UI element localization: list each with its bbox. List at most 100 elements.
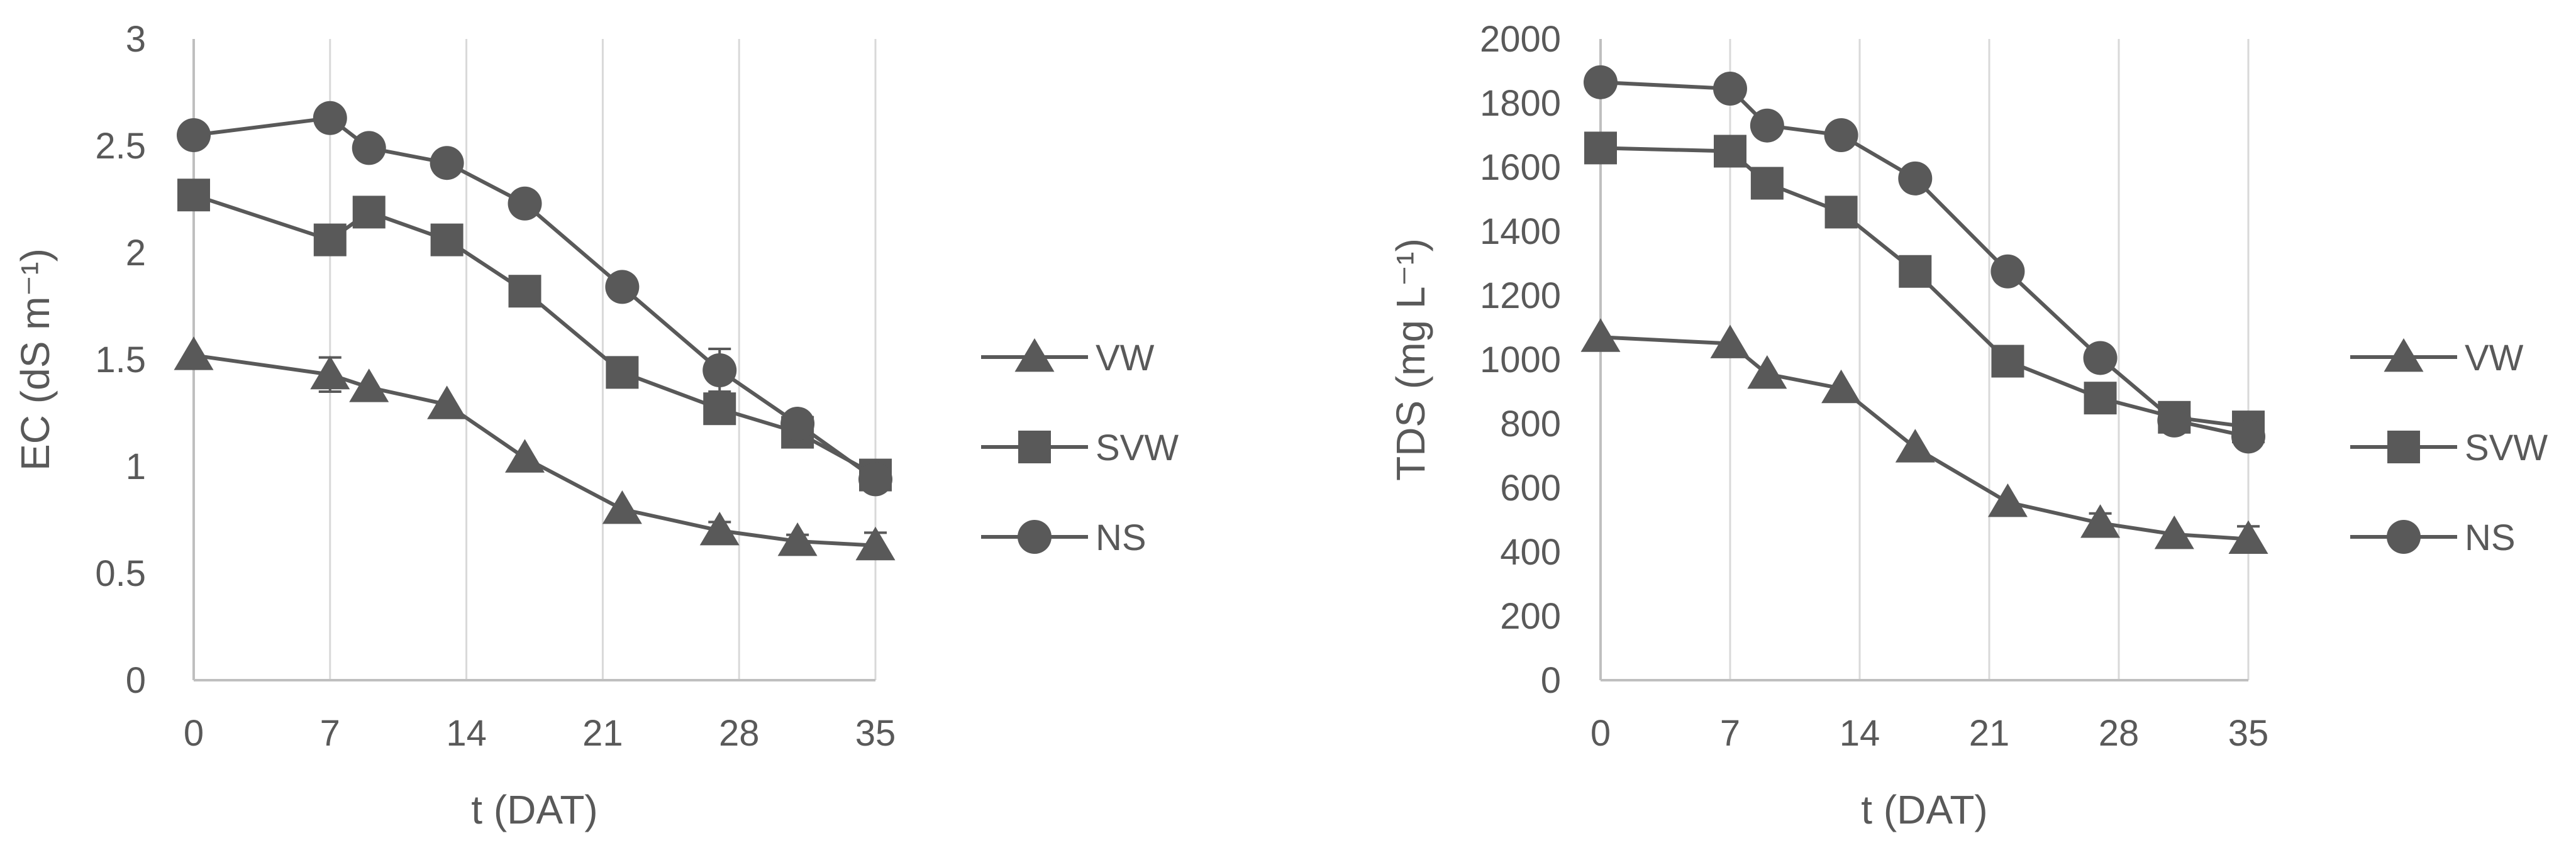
legend-marker-ns xyxy=(2387,520,2421,554)
data-point-svw xyxy=(2084,382,2117,415)
x-tick-label: 35 xyxy=(2228,713,2269,754)
data-point-svw xyxy=(313,223,347,256)
chart-ec: 0 0.5 1 1.5 2 2.5 3 0 7 14 21 28 35 t (DAT) EC (dS m⁻¹… xyxy=(13,19,1179,832)
data-point-svw xyxy=(1750,167,1784,200)
y-tick-label: 1 xyxy=(126,446,146,487)
legend-label: VW xyxy=(2465,338,2524,378)
data-point-ns xyxy=(2157,403,2192,438)
data-point-ns xyxy=(177,118,211,152)
y-tick-label: 800 xyxy=(1500,404,1561,444)
series-vw xyxy=(1580,318,2268,554)
y-tick-label: 0.5 xyxy=(95,553,146,594)
x-tick-label: 21 xyxy=(1969,713,2010,754)
series-ns xyxy=(177,101,892,497)
data-point-ns xyxy=(1584,65,1618,99)
x-tick-label: 28 xyxy=(719,713,760,754)
y-tick-label: 1600 xyxy=(1480,147,1561,188)
legend-label: VW xyxy=(1096,338,1155,378)
y-tick-label: 400 xyxy=(1500,532,1561,573)
series-svw xyxy=(177,179,892,492)
y-axis-title: EC (dS m⁻¹) xyxy=(13,248,58,471)
legend-label: NS xyxy=(1096,517,1146,558)
data-point-vw xyxy=(427,385,467,419)
legend-label: SVW xyxy=(2465,427,2548,468)
y-tick-label: 2 xyxy=(126,233,146,273)
y-tick-label: 600 xyxy=(1500,468,1561,509)
data-point-vw xyxy=(1895,429,1935,463)
data-point-ns xyxy=(430,146,464,180)
legend-entry-ns: NS xyxy=(2350,517,2516,558)
data-point-vw xyxy=(1821,369,1862,404)
data-point-ns xyxy=(508,186,542,221)
series-line-svw xyxy=(193,193,877,477)
data-point-vw xyxy=(505,439,545,473)
data-point-ns xyxy=(2231,419,2265,454)
data-point-ns xyxy=(1990,254,2025,289)
x-tick-label: 21 xyxy=(582,713,623,754)
data-point-ns xyxy=(1898,161,1933,196)
data-point-ns xyxy=(702,353,737,387)
y-tick-label: 2.5 xyxy=(95,126,146,167)
legend-marker-ns xyxy=(1018,520,1052,554)
data-point-svw xyxy=(703,392,736,426)
y-tick-label: 1000 xyxy=(1480,339,1561,380)
y-tick-label: 0 xyxy=(1541,660,1561,701)
x-tick-label: 35 xyxy=(855,713,896,754)
data-point-svw xyxy=(1899,255,1932,288)
data-point-vw xyxy=(2228,520,2268,554)
y-tick-label: 3 xyxy=(126,19,146,60)
data-point-ns xyxy=(780,407,815,441)
legend-marker-svw xyxy=(1018,431,1051,463)
series-line-vw xyxy=(193,353,876,548)
x-axis-title: t (DAT) xyxy=(1861,787,1987,832)
data-point-vw xyxy=(310,355,350,390)
legend-marker-svw xyxy=(2387,431,2420,463)
series-line-vw xyxy=(1600,335,2249,541)
data-point-vw xyxy=(174,336,214,370)
legend-entry-svw: SVW xyxy=(981,427,1179,468)
data-point-vw xyxy=(855,526,896,561)
y-tick-label: 0 xyxy=(126,660,146,701)
data-point-svw xyxy=(430,223,464,256)
legend-marker-vw xyxy=(1014,338,1055,372)
chart-tds: 0 200 400 600 800 1000 1200 1400 1600 1800 2000 0 7 1… xyxy=(1388,19,2548,832)
data-point-svw xyxy=(352,196,386,229)
data-point-svw xyxy=(508,275,541,308)
data-point-svw xyxy=(1584,131,1617,165)
data-point-ns xyxy=(313,101,347,135)
data-point-vw xyxy=(2080,504,2121,538)
data-point-vw xyxy=(349,368,389,402)
legend-label: NS xyxy=(2465,517,2516,558)
data-point-svw xyxy=(177,179,210,212)
data-point-vw xyxy=(2154,515,2194,549)
legend-label: SVW xyxy=(1096,427,1179,468)
y-axis-title: TDS (mg L⁻¹) xyxy=(1388,238,1433,481)
x-tick-label: 7 xyxy=(320,713,340,754)
series-vw xyxy=(174,336,896,561)
data-point-ns xyxy=(605,270,640,304)
data-point-ns xyxy=(1713,72,1747,106)
data-point-svw xyxy=(1714,135,1746,168)
data-point-ns xyxy=(2083,341,2118,375)
data-point-ns xyxy=(1824,118,1858,152)
data-point-svw xyxy=(1991,345,2024,378)
data-point-vw xyxy=(1710,324,1750,358)
legend-entry-svw: SVW xyxy=(2350,427,2548,468)
legend-entry-ns: NS xyxy=(981,517,1146,558)
data-point-vw xyxy=(602,490,642,524)
data-point-vw xyxy=(777,522,818,556)
y-tick-label: 1400 xyxy=(1480,211,1561,252)
legend-marker-vw xyxy=(2384,338,2424,372)
data-point-svw xyxy=(606,356,639,389)
data-point-ns xyxy=(1750,108,1784,143)
data-point-vw xyxy=(1987,483,2028,517)
y-tick-label: 200 xyxy=(1500,596,1561,637)
x-tick-label: 28 xyxy=(2099,713,2140,754)
x-tick-label: 0 xyxy=(184,713,204,754)
data-point-ns xyxy=(352,131,386,165)
data-point-vw xyxy=(1580,318,1621,352)
legend-entry-vw: VW xyxy=(2350,338,2524,378)
x-tick-label: 7 xyxy=(1720,713,1740,754)
y-tick-label: 1800 xyxy=(1480,83,1561,124)
